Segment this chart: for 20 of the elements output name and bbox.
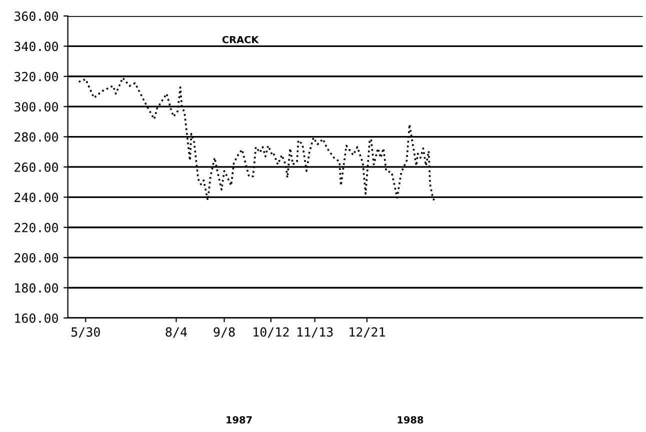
y-tick-label: 280.00 (14, 132, 58, 142)
x-tick-label: 5/30 (71, 327, 100, 338)
x-tick-label: 8/4 (166, 327, 187, 338)
y-tick-label: 260.00 (14, 162, 58, 172)
y-tick-label: 180.00 (15, 283, 58, 293)
text: 1987 (226, 416, 252, 424)
text: CRACK (222, 36, 260, 44)
y-tick-label: 300.00 (14, 102, 58, 112)
x-tick-label: 9/8 (214, 327, 235, 338)
x-tick-label: 12/21 (350, 327, 385, 338)
text: 1988 (398, 416, 424, 424)
y-tick-label: 160.00 (15, 313, 58, 323)
y-tick-label: 240.00 (14, 192, 58, 202)
x-tick-label: 10/12 (254, 327, 289, 338)
y-tick-label: 340.00 (14, 42, 58, 52)
y-tick-label: 320.00 (14, 72, 58, 82)
y-tick-label: 220.00 (14, 222, 58, 232)
x-tick-label: 11/13 (298, 327, 333, 338)
y-tick-label: 360.00 (14, 11, 58, 21)
y-tick-label: 200.00 (14, 253, 58, 263)
